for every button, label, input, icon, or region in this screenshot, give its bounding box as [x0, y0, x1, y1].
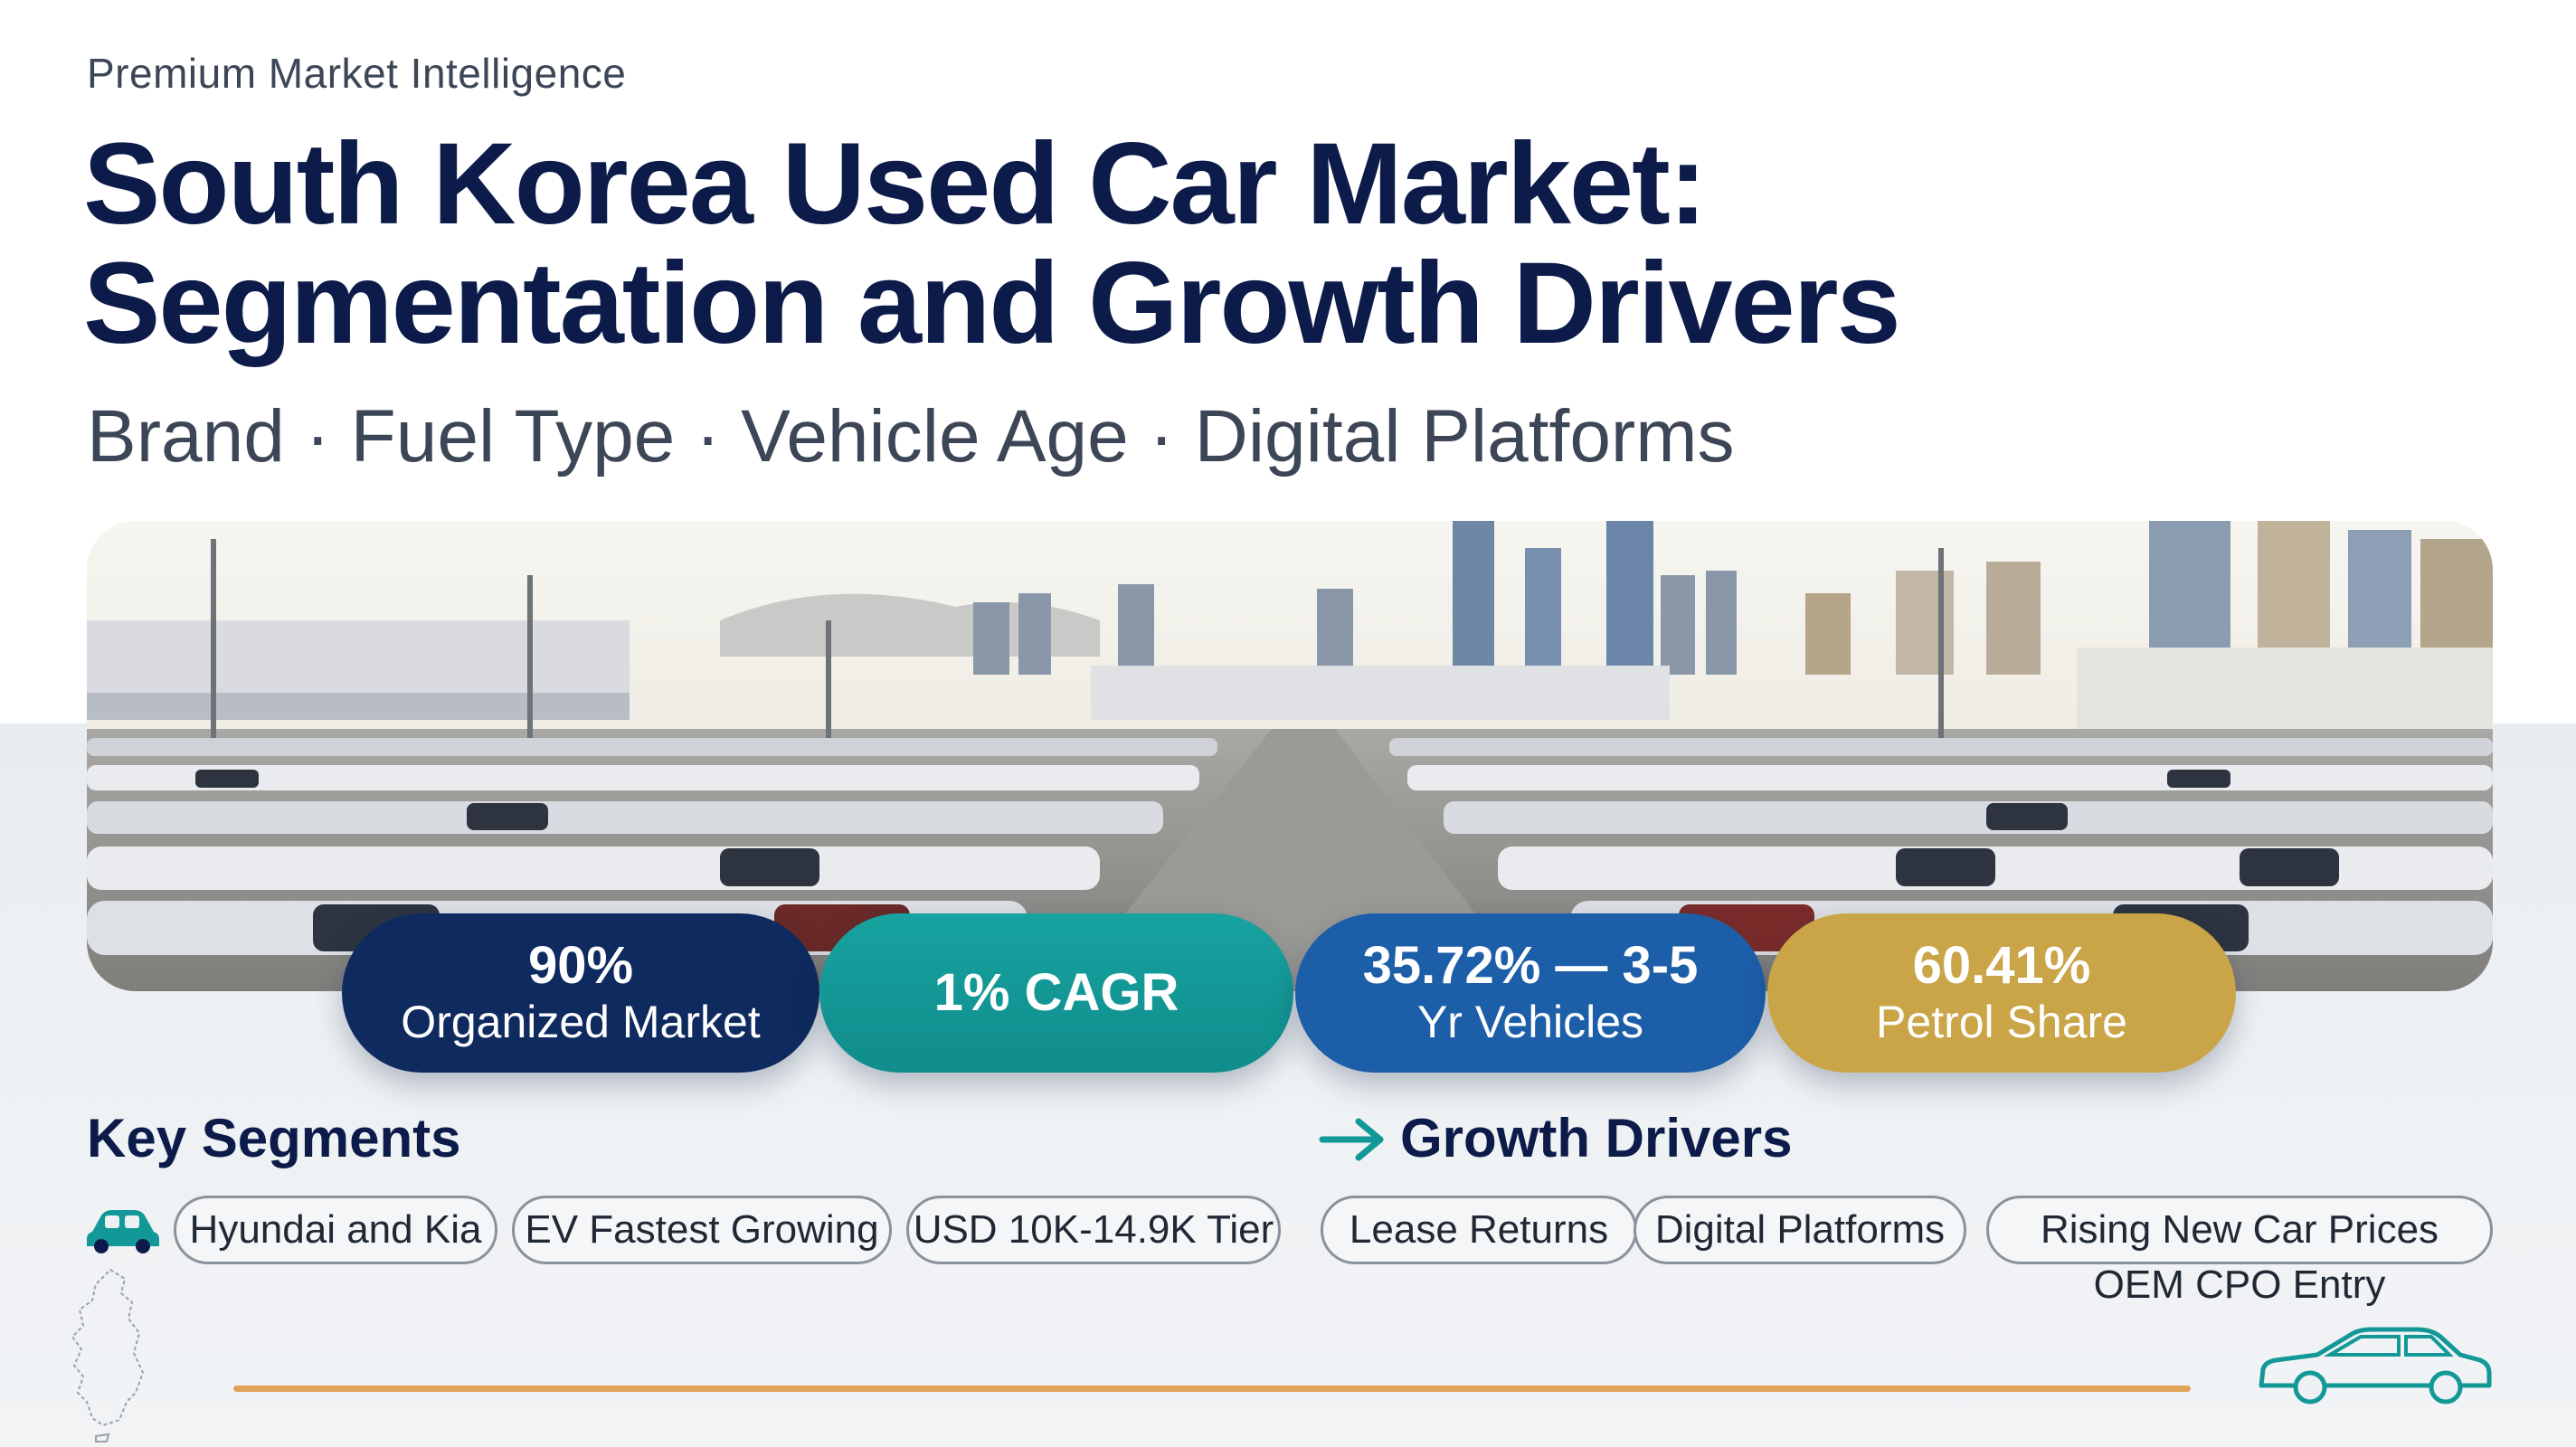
kpi-petrol-share: 60.41% Petrol Share [1767, 913, 2236, 1073]
page-title: South Korea Used Car Market: Segmentatio… [83, 119, 1901, 368]
kpi-value: 90% [527, 936, 634, 995]
kpi-cagr: 1% CAGR [819, 913, 1293, 1073]
chip-price-tier: USD 10K-14.9K Tier [906, 1196, 1281, 1264]
chip-digital-platforms: Digital Platforms [1634, 1196, 1966, 1264]
kpi-vehicle-age: 35.72% — 3-5 Yr Vehicles [1295, 913, 1766, 1073]
chip-hyundai-kia: Hyundai and Kia [174, 1196, 497, 1264]
oem-cpo-entry-note: OEM CPO Entry [2093, 1263, 2386, 1307]
arrow-right-icon [1319, 1118, 1384, 1161]
title-line-1: South Korea Used Car Market: [83, 119, 1707, 249]
kpi-value: 60.41% [1912, 936, 2091, 995]
eyebrow-label: Premium Market Intelligence [87, 50, 627, 97]
kpi-organized-market: 90% Organized Market [342, 913, 819, 1073]
korea-map-icon [71, 1268, 145, 1442]
page-subtitle: Brand · Fuel Type · Vehicle Age · Digita… [87, 395, 1735, 478]
kpi-label: Yr Vehicles [1416, 997, 1644, 1047]
accent-divider [233, 1386, 2191, 1392]
chip-rising-new-car-prices: Rising New Car Prices [1986, 1196, 2493, 1264]
kpi-value: 35.72% — 3-5 [1362, 936, 1699, 995]
title-line-2: Segmentation and Growth Drivers [83, 239, 1901, 368]
sedan-outline-icon [2259, 1327, 2492, 1404]
kpi-label: 1% CAGR [933, 963, 1179, 1022]
car-icon [87, 1210, 159, 1253]
growth-drivers-heading: Growth Drivers [1400, 1108, 1793, 1168]
kpi-label: Petrol Share [1876, 997, 2127, 1047]
key-segments-heading: Key Segments [87, 1108, 461, 1168]
chip-lease-returns: Lease Returns [1321, 1196, 1637, 1264]
chip-ev-fastest-growing: EV Fastest Growing [512, 1196, 892, 1264]
kpi-label: Organized Market [401, 997, 761, 1047]
